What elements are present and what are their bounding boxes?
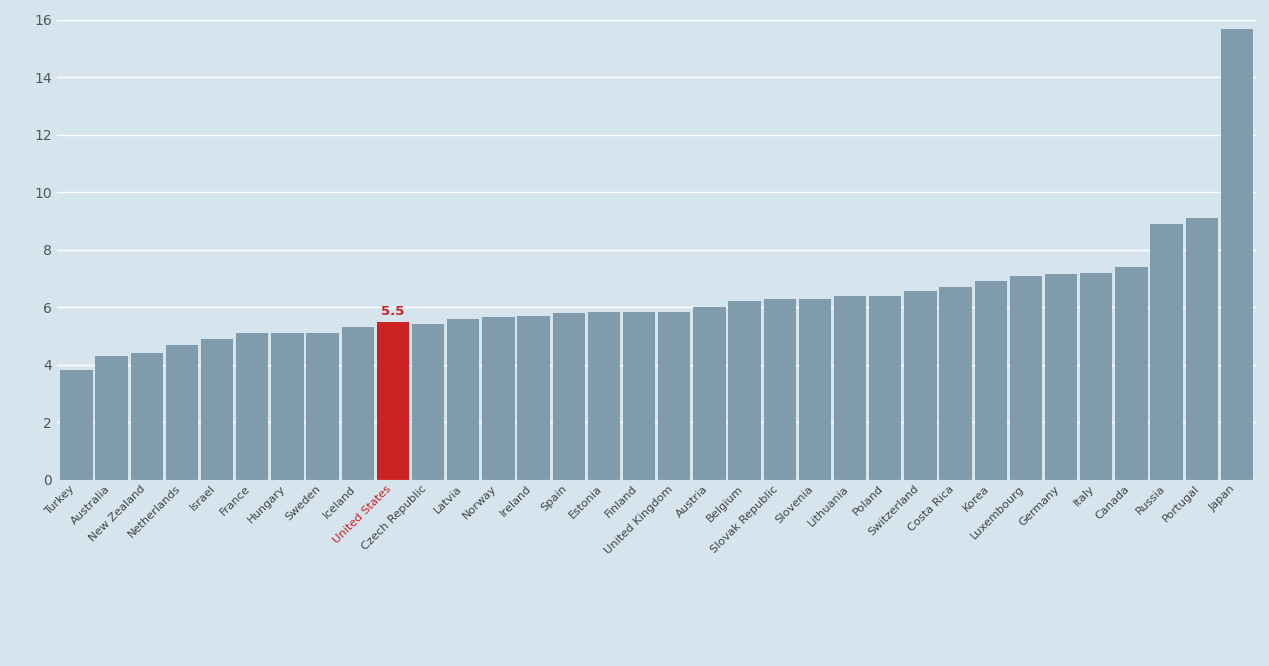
Bar xyxy=(341,327,374,480)
Bar xyxy=(659,312,690,480)
Bar xyxy=(1080,273,1113,480)
Bar xyxy=(1115,267,1147,480)
Bar xyxy=(623,312,655,480)
Bar xyxy=(412,324,444,480)
Bar xyxy=(1185,218,1218,480)
Bar xyxy=(552,313,585,480)
Bar xyxy=(131,353,162,480)
Bar xyxy=(1221,29,1254,480)
Text: 5.5: 5.5 xyxy=(381,305,405,318)
Bar xyxy=(1010,276,1042,480)
Bar xyxy=(728,302,761,480)
Bar xyxy=(834,296,867,480)
Bar xyxy=(166,344,198,480)
Bar xyxy=(939,287,972,480)
Bar xyxy=(693,307,726,480)
Bar xyxy=(975,281,1008,480)
Bar xyxy=(764,298,796,480)
Bar xyxy=(482,317,515,480)
Bar xyxy=(272,333,303,480)
Bar xyxy=(518,316,549,480)
Bar xyxy=(798,298,831,480)
Bar xyxy=(1044,274,1077,480)
Bar xyxy=(869,296,901,480)
Bar xyxy=(201,339,233,480)
Bar xyxy=(95,356,128,480)
Bar xyxy=(447,319,480,480)
Bar xyxy=(588,312,621,480)
Bar xyxy=(306,333,339,480)
Bar xyxy=(236,333,269,480)
Bar xyxy=(60,370,93,480)
Bar xyxy=(377,322,409,480)
Bar xyxy=(1151,224,1183,480)
Bar xyxy=(905,292,937,480)
